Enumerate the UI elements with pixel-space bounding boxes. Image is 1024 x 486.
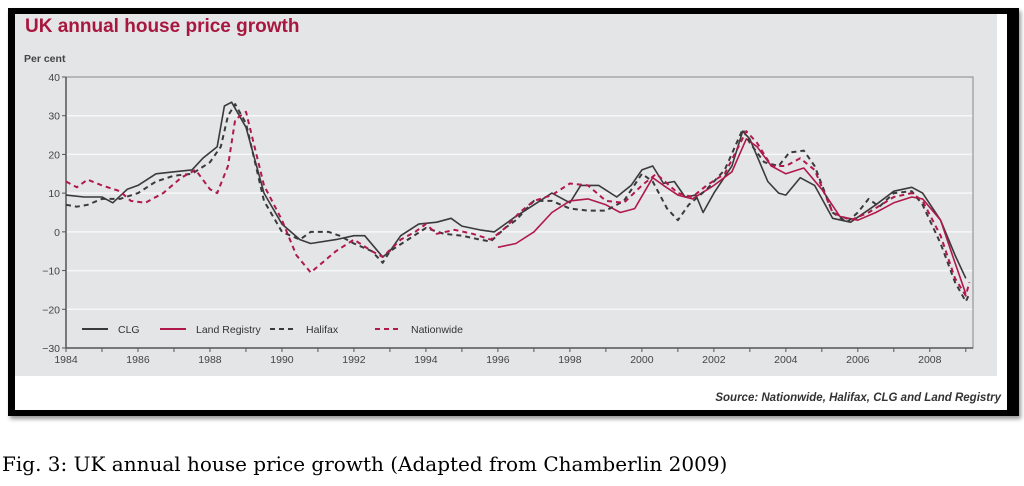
source-note: Source: Nationwide, Halifax, CLG and Lan… [715, 392, 1001, 404]
x-tick-label: 2000 [630, 354, 654, 366]
y-tick-label: 40 [48, 72, 60, 84]
legend-label: Land Registry [196, 324, 262, 336]
chart-title: UK annual house price growth [25, 16, 300, 37]
y-axis-label: Per cent [24, 53, 66, 65]
legend-label: Nationwide [411, 324, 463, 336]
x-tick-label: 1996 [486, 354, 510, 366]
y-tick-label: 10 [48, 188, 60, 200]
x-tick-label: 1992 [342, 354, 366, 366]
x-tick-label: 1998 [558, 354, 582, 366]
y-tick-label: −20 [42, 304, 60, 316]
x-tick-label: 2008 [918, 354, 942, 366]
y-tick-label: 20 [48, 149, 60, 161]
x-tick-label: 1986 [126, 354, 150, 366]
legend-label: Halifax [306, 324, 339, 336]
x-tick-label: 2002 [702, 354, 726, 366]
y-tick-label: −30 [42, 343, 60, 355]
series-line-nationwide [65, 110, 971, 297]
x-tick-label: 1994 [414, 354, 438, 366]
x-tick-label: 1984 [54, 354, 78, 366]
y-tick-label: 0 [54, 227, 60, 239]
chart-panel: UK annual house price growth [15, 14, 997, 376]
x-tick-label: 2004 [774, 354, 798, 366]
y-tick-label: −10 [42, 266, 60, 278]
figure-caption: Fig. 3: UK annual house price growth (Ad… [2, 452, 728, 476]
x-tick-label: 2006 [846, 354, 870, 366]
series-line-clg [65, 101, 967, 279]
series-line-halifax [65, 103, 971, 303]
x-tick-label: 1988 [198, 354, 222, 366]
x-tick-label: 1990 [270, 354, 294, 366]
legend-label: CLG [118, 324, 140, 336]
y-tick-label: 30 [48, 111, 60, 123]
series-line-land-registry [497, 138, 967, 295]
